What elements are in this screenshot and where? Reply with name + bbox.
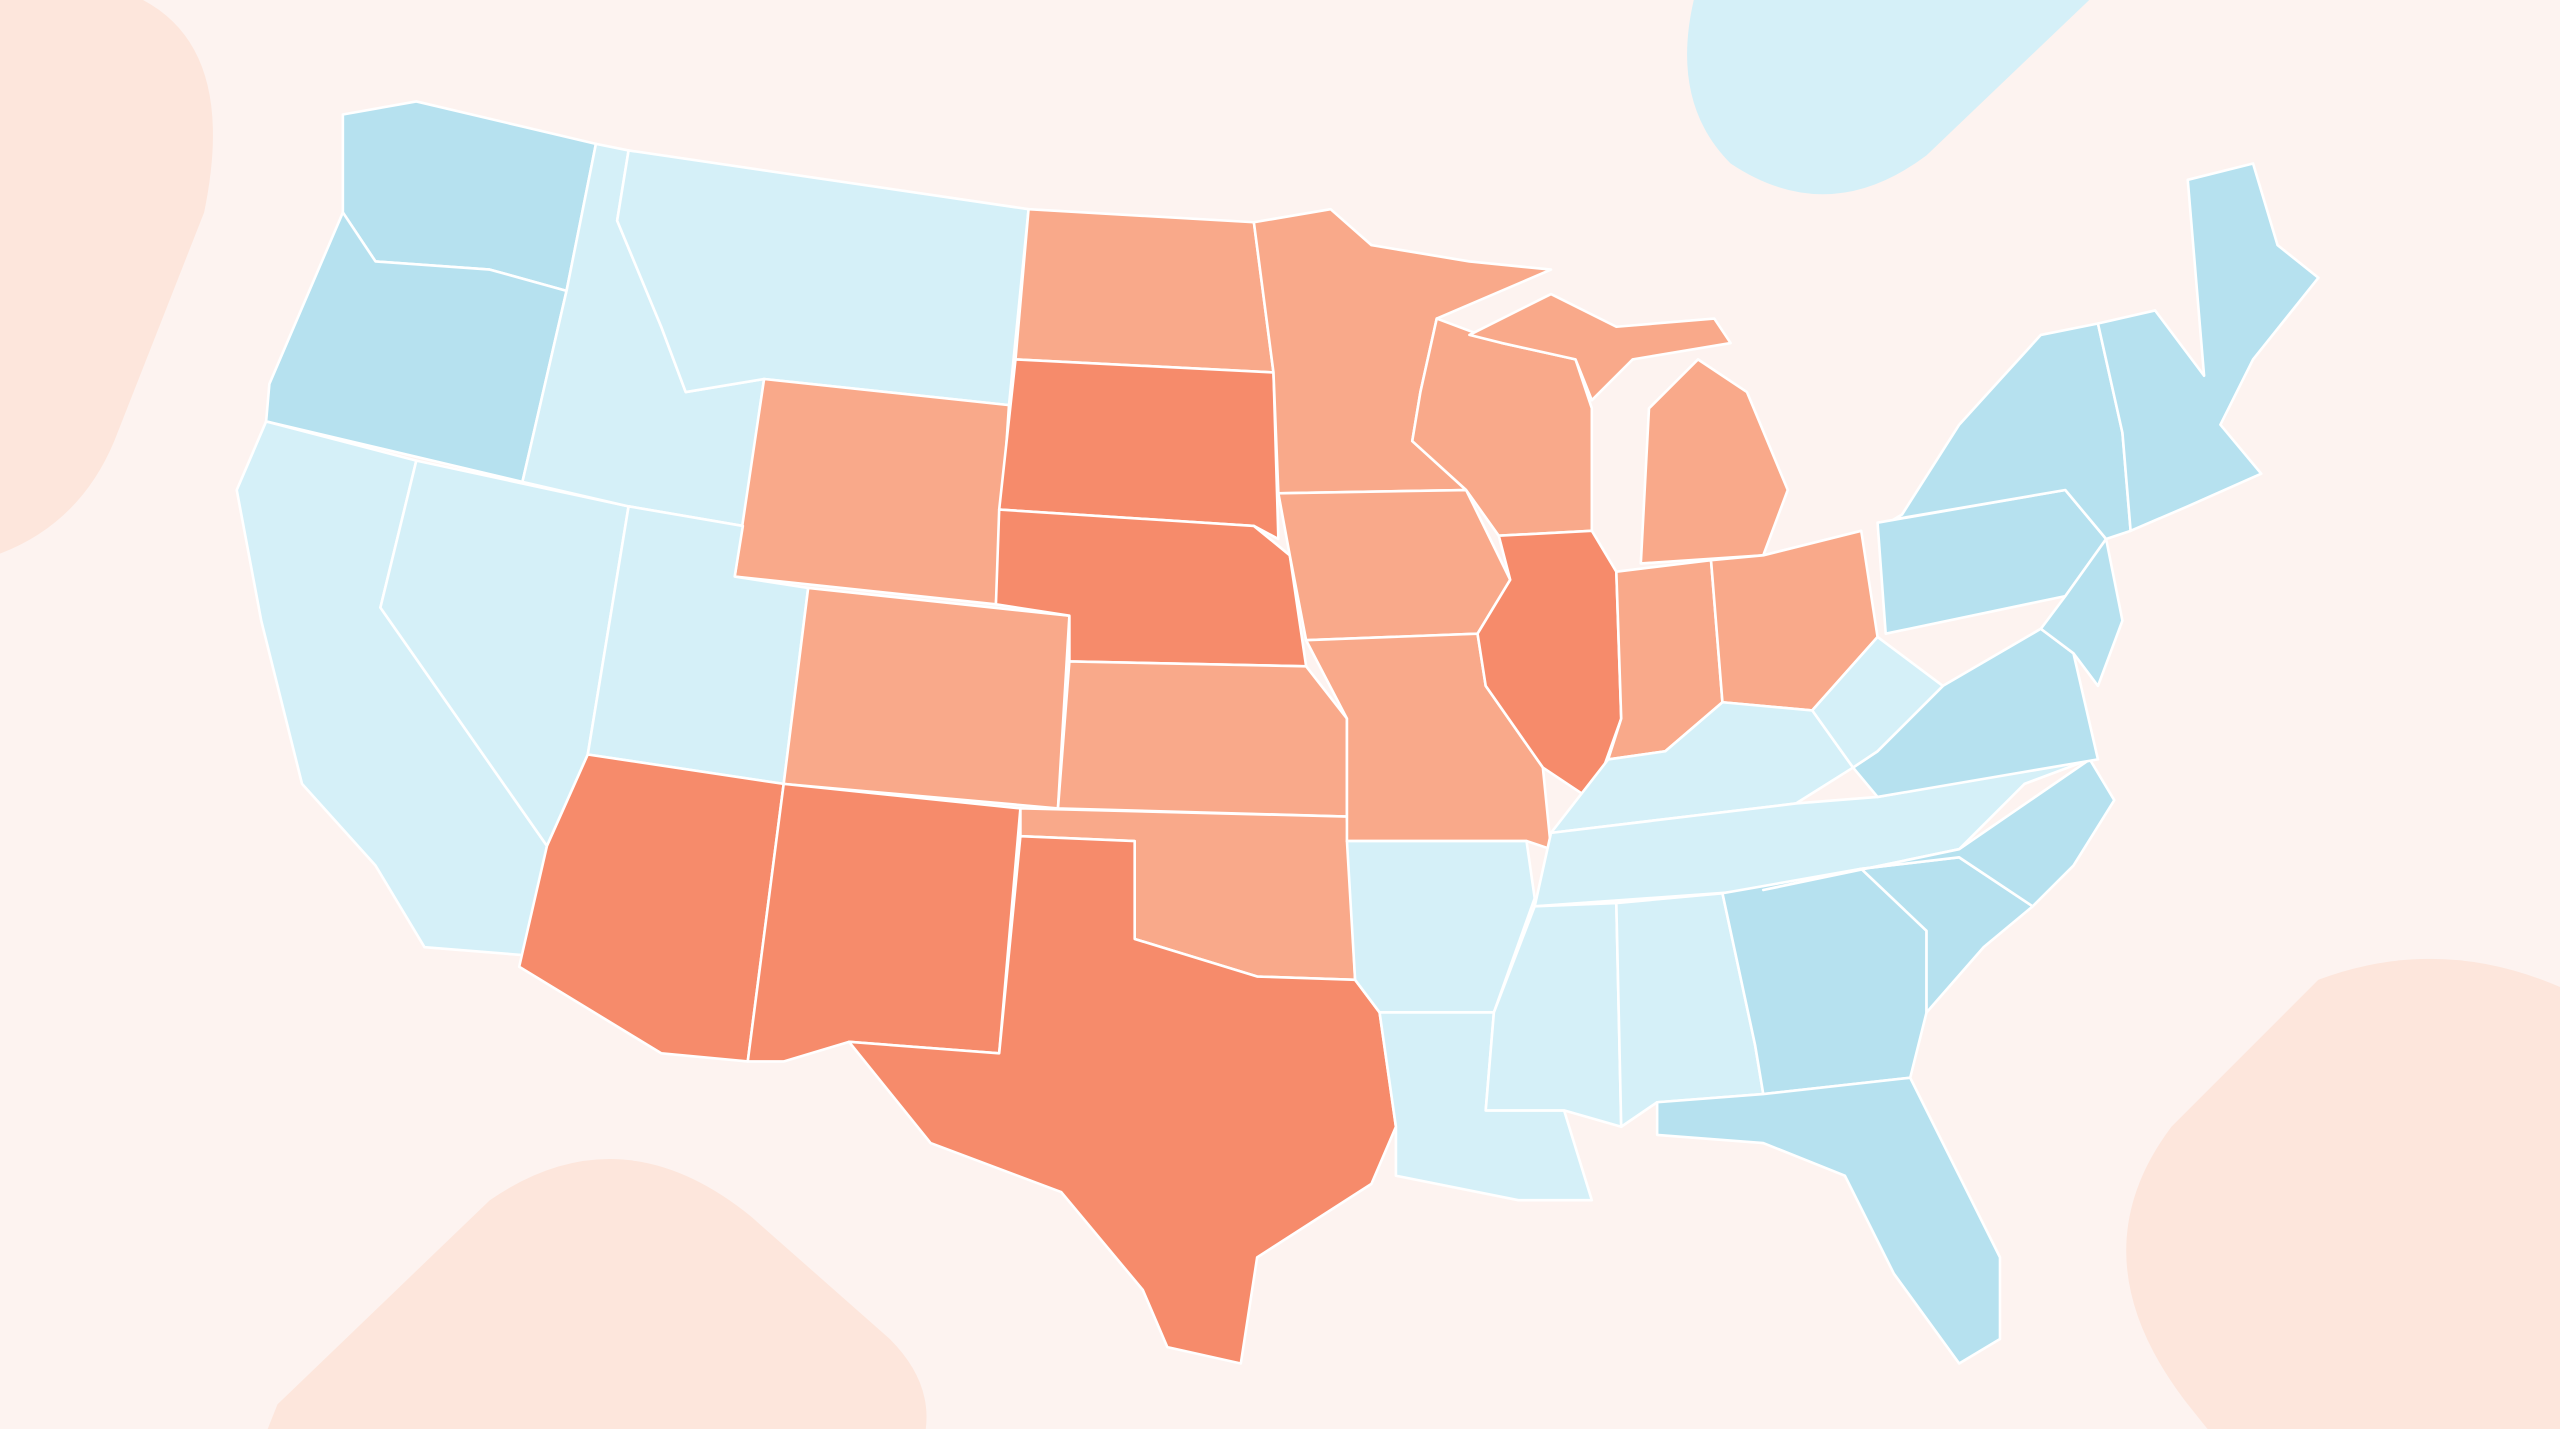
- state-region: [847, 834, 1398, 1365]
- state-region: [782, 586, 1071, 810]
- state-region: [746, 782, 1022, 1063]
- state-region: [733, 377, 1011, 606]
- state-region: [1761, 758, 2116, 908]
- decor-blob: [0, 0, 213, 554]
- state-region: [1014, 207, 1275, 374]
- state-region: [1410, 317, 1594, 538]
- state-region: [1533, 758, 2092, 908]
- decor-blob: [267, 1159, 927, 1429]
- state-region: [1655, 1076, 2002, 1365]
- state-region: [1468, 292, 1732, 402]
- state-region: [2039, 537, 2124, 688]
- state-region: [1810, 635, 1945, 769]
- us-map: [235, 100, 2320, 1365]
- state-region: [2096, 162, 2320, 533]
- state-region: [997, 358, 1280, 541]
- decor-blob: [1687, 0, 2090, 195]
- state-region: [1277, 488, 1512, 642]
- state-region: [1476, 529, 1623, 802]
- decor-blob: [2126, 958, 2560, 1429]
- state-region: [1056, 660, 1349, 818]
